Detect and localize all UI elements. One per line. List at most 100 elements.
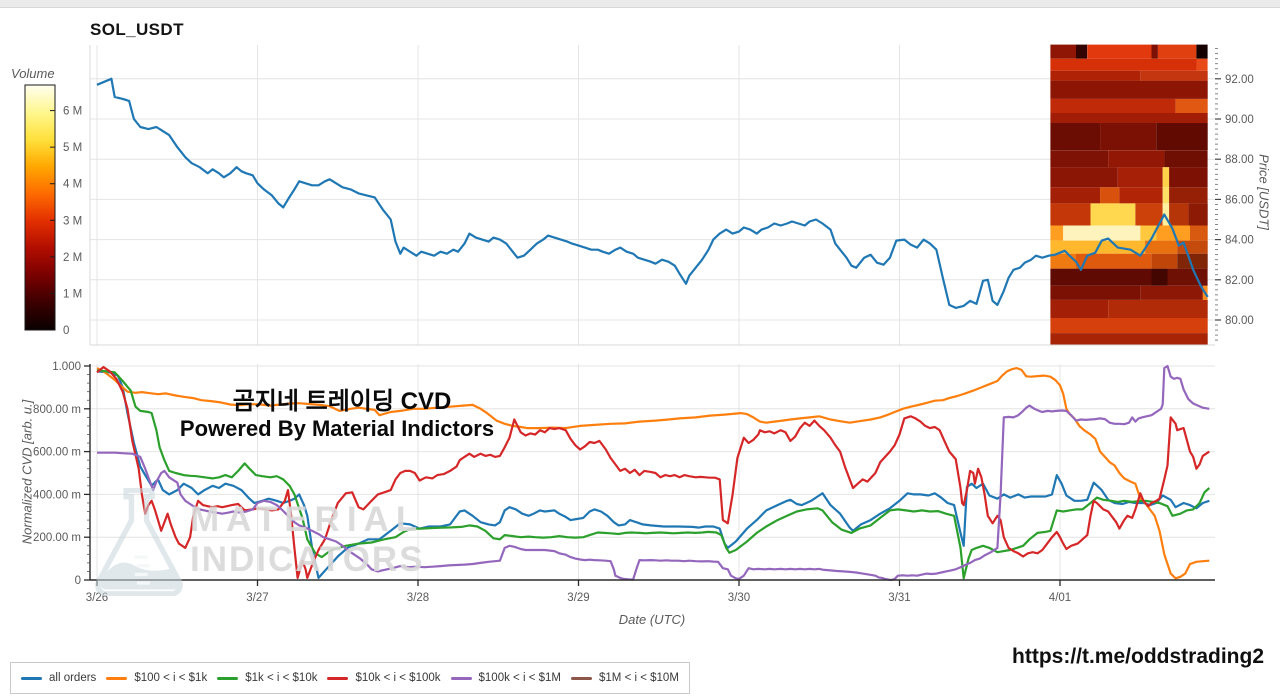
legend-label: $1M < i < $10M bbox=[599, 672, 679, 684]
heatmap-cell bbox=[1151, 44, 1158, 59]
legend-item: $100 < i < $1k bbox=[106, 672, 207, 684]
date-tick-label: 3/29 bbox=[567, 592, 589, 604]
heatmap-cell bbox=[1119, 187, 1163, 204]
heatmap-cell bbox=[1164, 150, 1208, 168]
legend-swatch bbox=[106, 676, 128, 680]
heatmap-cell bbox=[1162, 167, 1170, 188]
heatmap-cell bbox=[1169, 167, 1208, 188]
heatmap-cell bbox=[1167, 268, 1208, 286]
legend-item: $1M < i < $10M bbox=[571, 672, 679, 684]
heatmap-cell bbox=[1050, 123, 1101, 151]
cvd-axis-label: Normalized CVD [arb. u.] bbox=[19, 399, 35, 545]
watermark-line2: INDICATORS bbox=[190, 540, 425, 579]
heatmap-cell bbox=[1157, 44, 1197, 59]
heatmap-cell bbox=[1050, 268, 1152, 286]
heatmap-cell bbox=[1076, 44, 1088, 59]
heatmap-cell bbox=[1050, 285, 1141, 300]
heatmap-cell bbox=[1140, 285, 1203, 300]
heatmap-cell bbox=[1177, 253, 1208, 269]
price-axis-label: Price [USDT] bbox=[1256, 154, 1272, 230]
legend-item: $100k < i < $1M bbox=[450, 672, 561, 684]
price-tick-label: 92.00 bbox=[1225, 74, 1254, 86]
legend-swatch bbox=[327, 676, 349, 680]
heatmap-cell bbox=[1117, 167, 1163, 188]
cvd-tick-label: 0 bbox=[75, 575, 81, 587]
heatmap-cell bbox=[1169, 187, 1208, 204]
date-tick-label: 3/28 bbox=[407, 592, 429, 604]
heatmap-cell bbox=[1050, 299, 1109, 318]
legend-swatch bbox=[450, 676, 472, 680]
price-tick-label: 82.00 bbox=[1225, 275, 1254, 287]
colorbar-tick-label: 6 M bbox=[63, 106, 82, 118]
legend-swatch bbox=[21, 676, 42, 680]
colorbar-tick-label: 4 M bbox=[63, 179, 82, 191]
heatmap-cell bbox=[1050, 70, 1141, 81]
heatmap-cell bbox=[1050, 150, 1109, 168]
heatmap-cell bbox=[1162, 187, 1170, 204]
heatmap-cell bbox=[1145, 240, 1178, 254]
heatmap-cell bbox=[1050, 98, 1176, 113]
legend-swatch bbox=[217, 676, 239, 680]
watermark-line1: MATERIAL bbox=[190, 500, 425, 539]
heatmap-cell bbox=[1108, 150, 1165, 168]
colorbar-tick-label: 5 M bbox=[63, 142, 82, 154]
heatmap-cell bbox=[1050, 113, 1208, 123]
overlay-caption-powered-by: Powered By Material Indictors bbox=[179, 416, 495, 441]
legend-item: all orders bbox=[21, 672, 96, 684]
date-tick-label: 3/30 bbox=[728, 592, 750, 604]
colorbar-label: Volume bbox=[11, 66, 55, 81]
cvd-tick-label: 600.00 m bbox=[33, 447, 81, 459]
date-axis-label: Date (UTC) bbox=[618, 612, 686, 627]
heatmap-cell bbox=[1151, 268, 1168, 286]
heatmap-cell bbox=[1140, 70, 1208, 81]
heatmap-cell bbox=[1050, 333, 1208, 346]
legend: all orders $100 < i < $1k $1k < i < $10k $1… bbox=[10, 662, 690, 694]
heatmap-cell bbox=[1050, 187, 1101, 204]
cvd-tick-label: 400.00 m bbox=[33, 489, 81, 501]
legend-label: all orders bbox=[49, 672, 97, 684]
colorbar-tick-label: 2 M bbox=[63, 252, 82, 264]
heatmap-cell bbox=[1100, 187, 1120, 204]
footer-url: https://t.me/oddstrading2 bbox=[1012, 645, 1264, 668]
heatmap-cell bbox=[1196, 58, 1208, 71]
cvd-series-line bbox=[96, 370, 1210, 579]
date-tick-label: 3/27 bbox=[246, 592, 268, 604]
cvd-series-line bbox=[97, 364, 1210, 582]
heatmap-cell bbox=[1050, 225, 1064, 241]
heatmap-cell bbox=[1050, 167, 1118, 188]
heatmap-cell bbox=[1050, 203, 1091, 226]
heatmap-cell bbox=[1090, 203, 1136, 226]
colorbar-tick-label: 3 M bbox=[63, 215, 82, 227]
top-strip bbox=[0, 0, 1280, 8]
heatmap-cell bbox=[1190, 225, 1208, 241]
cvd-series-line bbox=[96, 367, 1210, 580]
heatmap-cell bbox=[1108, 299, 1208, 318]
price-tick-label: 88.00 bbox=[1225, 154, 1254, 166]
heatmap-cell bbox=[1076, 253, 1152, 269]
legend-swatch bbox=[571, 676, 592, 680]
volume-colorbar bbox=[24, 84, 56, 331]
price-tick-label: 80.00 bbox=[1225, 315, 1254, 327]
legend-label: $10k < i < $100k bbox=[355, 672, 441, 684]
legend-label: $100 < i < $1k bbox=[134, 672, 208, 684]
cvd-tick-label: 800.00 m bbox=[33, 404, 81, 416]
price-line bbox=[96, 77, 1209, 309]
heatmap-cell bbox=[1050, 318, 1208, 334]
price-tick-label: 86.00 bbox=[1225, 194, 1254, 206]
legend-label: $1k < i < $10k bbox=[245, 672, 318, 684]
legend-label: $100k < i < $1M bbox=[478, 672, 561, 684]
heatmap-cell bbox=[1050, 80, 1208, 99]
heatmap-cell bbox=[1169, 203, 1189, 226]
heatmap-cell bbox=[1063, 225, 1141, 241]
heatmap-cell bbox=[1188, 203, 1208, 226]
heatmap-cell bbox=[1135, 203, 1163, 226]
date-tick-label: 4/01 bbox=[1049, 592, 1071, 604]
material-indicators-flask-icon bbox=[95, 488, 183, 596]
heatmap-cell bbox=[1087, 44, 1152, 59]
overlay-caption-korean: 곰지네 트레이딩 CVD bbox=[232, 388, 452, 415]
heatmap-cell bbox=[1156, 123, 1208, 151]
heatmap-cell bbox=[1050, 58, 1197, 71]
heatmap-cell bbox=[1050, 44, 1077, 59]
